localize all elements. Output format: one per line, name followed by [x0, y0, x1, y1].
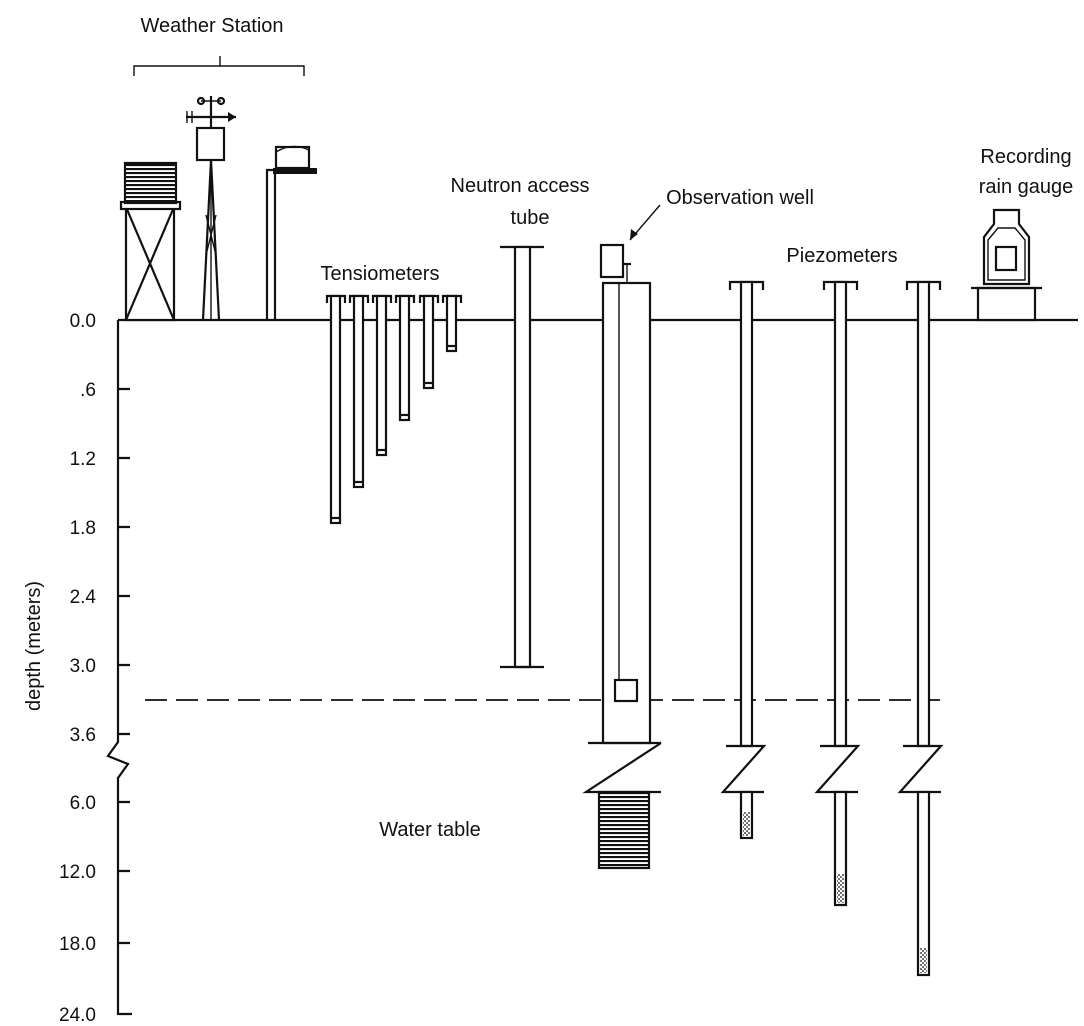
neutron-access-tube [500, 245, 544, 669]
tick-label-1-2: 1.2 [70, 449, 96, 470]
tick-label-1-8: 1.8 [70, 518, 96, 539]
weather-station-label: Weather Station [140, 15, 283, 37]
tick-label-2-4: 2.4 [70, 587, 97, 608]
rain-gauge-label-line1: Recording [980, 146, 1071, 168]
depth-axis-label: depth (meters) [23, 581, 45, 711]
neutron-access-tube-label-line2: tube [511, 207, 550, 229]
tensiometer-5 [418, 294, 440, 390]
weather-station [119, 96, 317, 322]
tick-label-6-0: 6.0 [70, 793, 96, 814]
piezometer-1 [720, 280, 767, 840]
tick-label-3-6: 3.6 [70, 725, 96, 746]
tensiometer-1 [325, 294, 347, 525]
tensiometers [325, 294, 463, 525]
piezometers-label: Piezometers [786, 245, 897, 267]
anemometer-mast [186, 96, 236, 321]
tick-label-24-0: 24.0 [59, 1005, 96, 1026]
rain-gauge-label-line2: rain gauge [979, 176, 1074, 198]
weather-station-bracket [133, 56, 305, 76]
tick-label-0-6: .6 [80, 380, 96, 401]
water-tank-tower [119, 161, 182, 322]
tick-label-18-0: 18.0 [59, 934, 96, 955]
tick-label-12-0: 12.0 [59, 862, 96, 883]
recording-rain-gauge [971, 208, 1042, 322]
depth-axis-ticks [118, 387, 130, 945]
piezometers [720, 280, 944, 977]
tensiometer-2 [348, 294, 370, 489]
observation-well-arrowhead [630, 229, 638, 240]
tick-label-3-0: 3.0 [70, 656, 96, 677]
tensiometers-label: Tensiometers [321, 263, 440, 285]
observation-well [582, 243, 662, 870]
tensiometer-6 [441, 294, 463, 353]
neutron-access-tube-label-line1: Neutron access [451, 175, 590, 197]
tensiometer-3 [371, 294, 393, 457]
depth-axis-line [106, 320, 132, 1016]
water-table-label: Water table [379, 819, 481, 841]
evaporation-pan [265, 145, 317, 320]
tick-label-0-0: 0.0 [70, 311, 96, 332]
piezometer-3 [897, 280, 944, 977]
observation-well-label: Observation well [666, 187, 814, 209]
depth-axis: depth (meters) 0.0 .6 1.2 1.8 2.4 3.0 3.… [23, 311, 132, 1026]
piezometer-2 [814, 280, 861, 907]
tensiometer-4 [394, 294, 416, 422]
